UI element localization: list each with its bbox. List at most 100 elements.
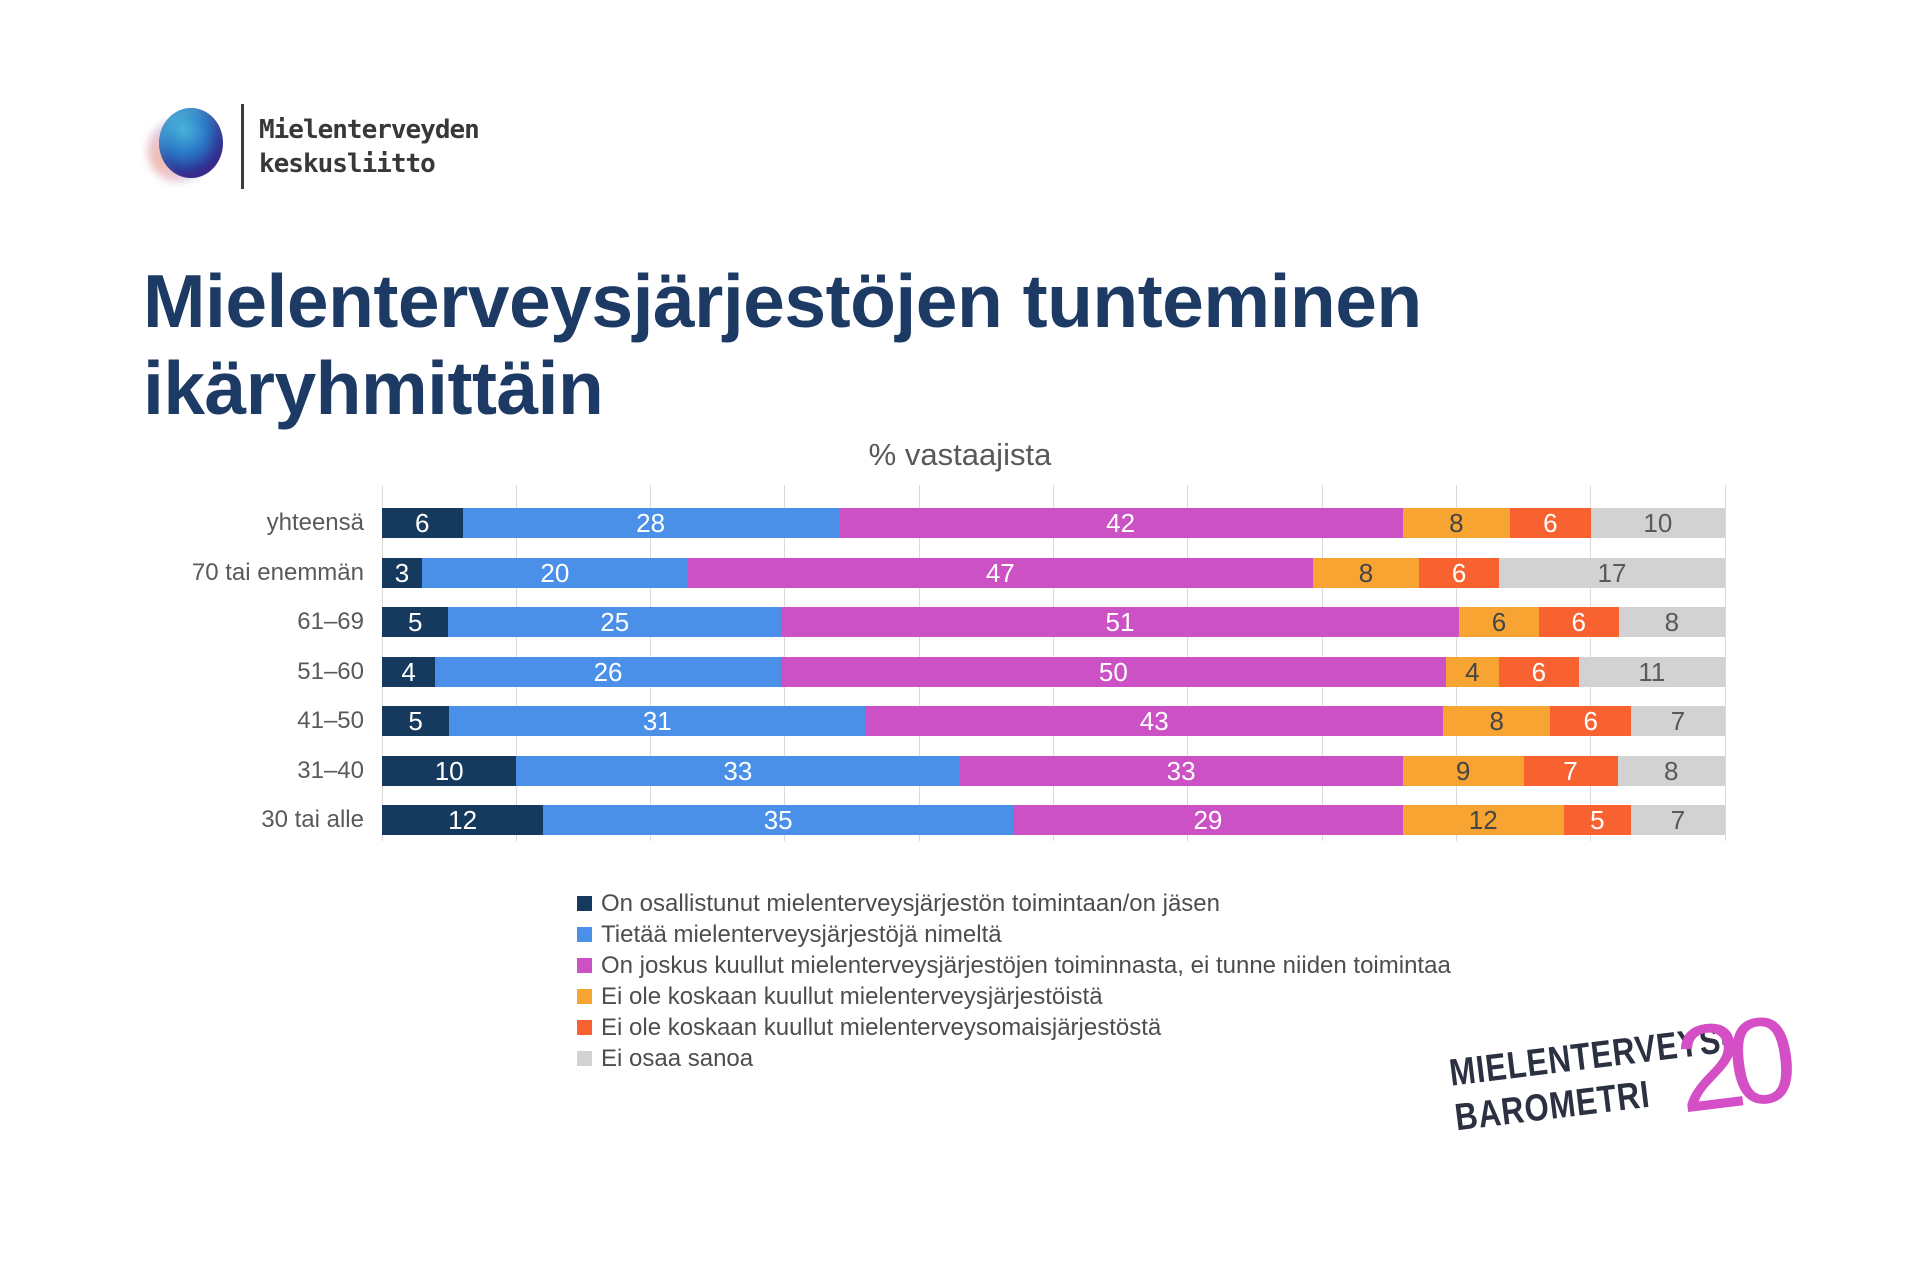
bar-segment: 12 (1402, 805, 1564, 835)
bar-segment: 8 (1617, 755, 1725, 786)
segment-value-label: 47 (985, 557, 1015, 588)
legend-item: Ei osaa sanoa (577, 1043, 1451, 1074)
segment-value-label: 6 (1491, 607, 1507, 637)
row-label: 51–60 (297, 657, 364, 685)
gridline (1724, 485, 1726, 841)
segment-value-label: 6 (1543, 508, 1558, 538)
bar-segment: 8 (1402, 508, 1511, 538)
segment-value-label: 6 (1451, 557, 1467, 588)
bar-segment: 9 (1402, 755, 1524, 786)
bar-segment: 10 (382, 755, 517, 786)
segment-value-label: 7 (1563, 755, 1578, 786)
segment-value-label: 20 (540, 557, 570, 588)
bar-segment: 5 (382, 706, 450, 736)
bar-segment: 26 (435, 656, 781, 687)
barometer-logo-number: 20 (1668, 990, 1789, 1139)
bar-segment: 31 (449, 706, 866, 736)
bar-segment: 43 (865, 706, 1443, 736)
bar-segment: 6 (1419, 557, 1499, 588)
row-label: 41–50 (297, 707, 364, 734)
bar-segment: 42 (838, 508, 1403, 538)
bar-segment: 7 (1523, 755, 1618, 786)
segment-value-label: 7 (1670, 706, 1686, 736)
row-label: yhteensä (266, 509, 364, 536)
bar-segment: 12 (382, 805, 544, 835)
legend-item: On osallistunut mielenterveysjärjestön t… (577, 888, 1451, 919)
bar-segment: 4 (1445, 656, 1499, 687)
barometer-logo: MIELENTERVEYS- BAROMETRI 20 (1447, 990, 1920, 1211)
segment-value-label: 4 (401, 656, 416, 687)
bar-segment: 4 (382, 656, 436, 687)
bar-segment: 5 (382, 607, 449, 637)
legend-color-swatch (577, 1020, 592, 1035)
legend-label: Ei ole koskaan kuullut mielenterveysomai… (601, 1013, 1162, 1041)
segment-value-label: 8 (1664, 755, 1679, 786)
bar-segment: 8 (1618, 607, 1725, 637)
segment-value-label: 8 (1358, 557, 1374, 588)
bar-segment: 3 (382, 557, 422, 588)
bar-segment: 7 (1630, 706, 1725, 736)
legend-label: On osallistunut mielenterveysjärjestön t… (601, 889, 1220, 917)
bar-segment: 6 (382, 508, 463, 538)
brand-divider (241, 104, 244, 189)
bar-segment: 47 (687, 557, 1313, 588)
bar-segment: 50 (780, 656, 1446, 687)
bar-row: 51–60 4 26 50 4 6 11 (297, 656, 1725, 687)
page-title: Mielenterveysjärjestöjen tunteminen ikär… (143, 259, 1422, 431)
segment-value-label: 31 (642, 706, 672, 736)
segment-value-label: 6 (415, 508, 430, 538)
segment-value-label: 7 (1670, 805, 1686, 835)
bar-segment: 11 (1578, 656, 1725, 687)
segment-value-label: 5 (1590, 805, 1605, 835)
bar-segment: 8 (1442, 706, 1551, 736)
bar-segment: 6 (1550, 706, 1631, 736)
bar-segment: 8 (1312, 557, 1420, 588)
legend-label: Ei osaa sanoa (601, 1044, 754, 1072)
legend-label: Tietää mielenterveysjärjestöjä nimeltä (601, 920, 1002, 948)
legend-label: Ei ole koskaan kuullut mielenterveysjärj… (601, 982, 1103, 1010)
brand-wordmark: Mielenterveyden keskusliitto (259, 113, 480, 181)
legend-color-swatch (577, 958, 592, 973)
segment-value-label: 50 (1098, 656, 1128, 687)
legend-item: Ei ole koskaan kuullut mielenterveysjärj… (577, 981, 1451, 1012)
segment-value-label: 4 (1465, 656, 1480, 687)
legend-color-swatch (577, 927, 592, 942)
bar-row: 31–40 10 33 33 9 7 8 (297, 755, 1725, 786)
bar-segment: 10 (1590, 508, 1725, 538)
legend-item: On joskus kuullut mielenterveysjärjestöj… (577, 950, 1451, 981)
legend-color-swatch (577, 989, 592, 1004)
legend-label: On joskus kuullut mielenterveysjärjestöj… (601, 951, 1451, 979)
segment-value-label: 33 (723, 755, 753, 786)
segment-value-label: 25 (600, 607, 630, 637)
bar-segment: 7 (1630, 805, 1725, 835)
bar-segment: 6 (1510, 508, 1591, 538)
segment-value-label: 8 (1664, 607, 1680, 637)
segment-value-label: 10 (1643, 508, 1673, 538)
chart-plot: yhteensä 6 28 42 8 6 10 70 tai enemmän 3 20 47 8 6 17… (192, 485, 1726, 841)
segment-value-label: 8 (1449, 508, 1464, 538)
row-label: 61–69 (297, 608, 364, 635)
bar-segment: 17 (1498, 557, 1725, 588)
row-label: 31–40 (297, 756, 364, 784)
segment-value-label: 8 (1489, 706, 1504, 736)
bar-segment: 6 (1538, 607, 1619, 637)
brand-sphere-icon (147, 106, 227, 188)
segment-value-label: 43 (1139, 706, 1169, 736)
legend-item: Ei ole koskaan kuullut mielenterveysomai… (577, 1012, 1451, 1043)
segment-value-label: 6 (1583, 706, 1598, 736)
bar-row: 70 tai enemmän 3 20 47 8 6 17 (192, 557, 1725, 588)
segment-value-label: 29 (1193, 805, 1223, 835)
segment-value-label: 12 (1468, 805, 1498, 835)
brand-wordmark-line1: Mielenterveyden (259, 115, 480, 145)
segment-value-label: 3 (394, 557, 410, 588)
bar-segment: 6 (1459, 607, 1539, 637)
bar-segment: 25 (448, 607, 781, 637)
legend-color-swatch (577, 896, 592, 911)
row-label: 70 tai enemmän (191, 558, 364, 586)
segment-value-label: 26 (593, 656, 623, 687)
segment-value-label: 5 (408, 706, 423, 736)
segment-value-label: 10 (434, 755, 464, 786)
bar-segment: 51 (780, 607, 1460, 637)
segment-value-label: 17 (1597, 557, 1627, 588)
